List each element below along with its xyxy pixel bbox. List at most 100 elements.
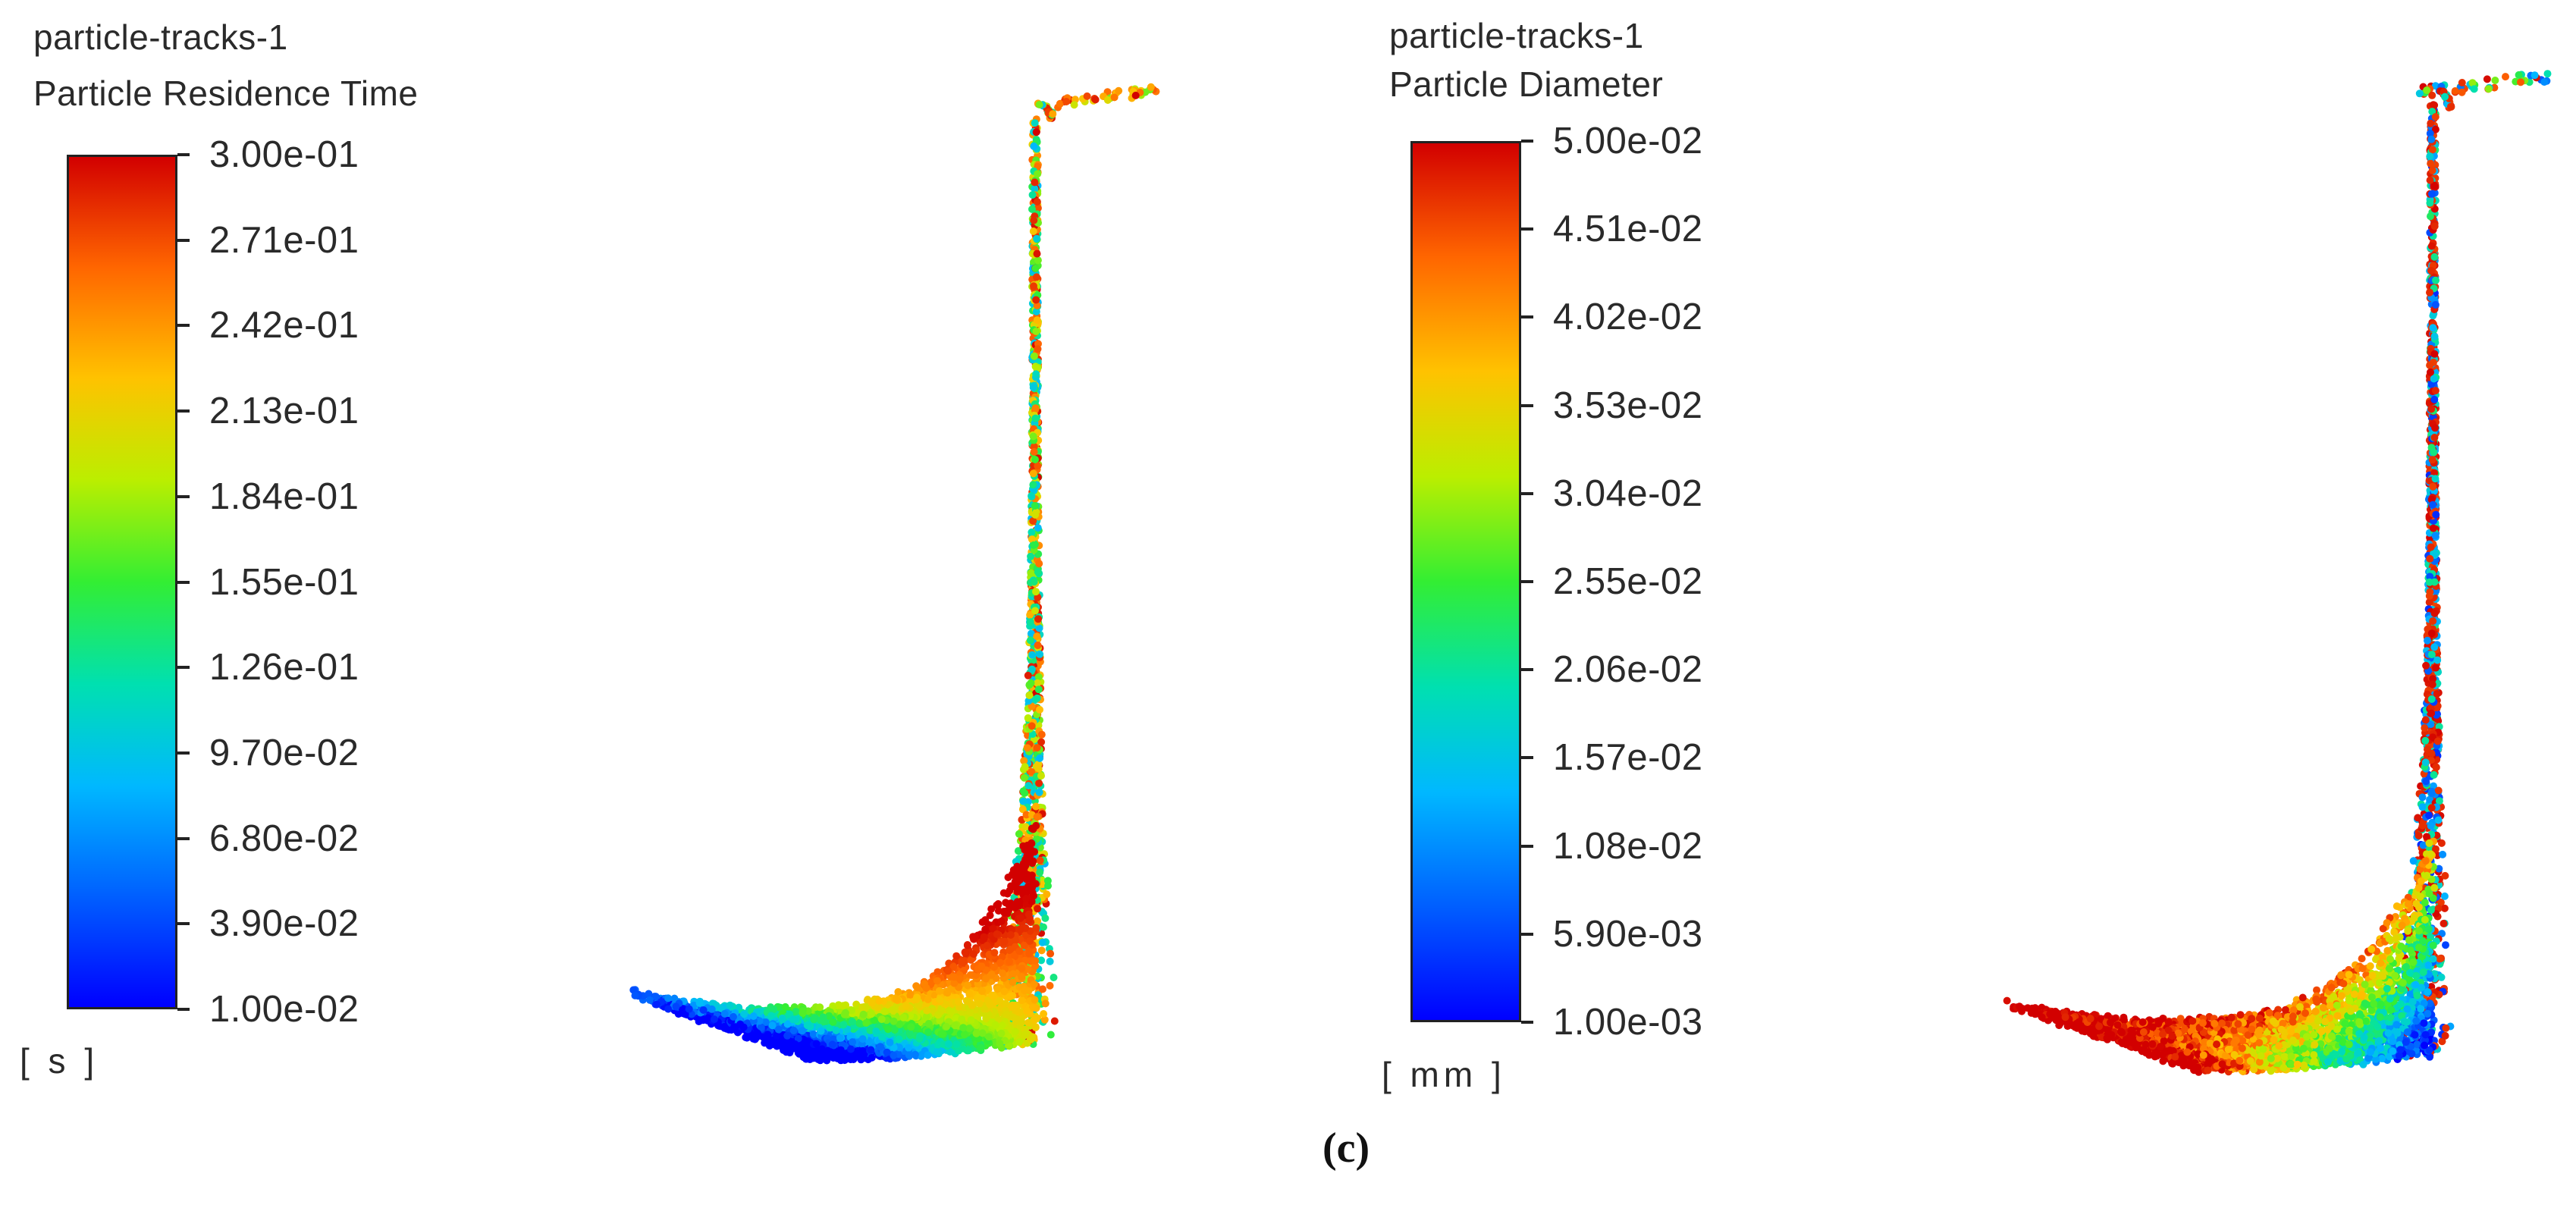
particle-point (2415, 89, 2424, 98)
particle-point (1043, 890, 1051, 899)
particle-point (868, 1010, 875, 1018)
particle-point (1035, 101, 1043, 108)
particle-point (1147, 83, 1155, 91)
particle-point (1027, 552, 1035, 560)
particle-point (646, 996, 654, 1004)
particle-point (905, 1028, 914, 1037)
tick-mark (1521, 756, 1533, 760)
tick-mark (1521, 932, 1533, 936)
particle-point (2458, 88, 2466, 96)
particle-point (985, 1033, 993, 1041)
particle-point (803, 1021, 811, 1030)
particle-point (877, 1015, 886, 1024)
particle-point (905, 1043, 913, 1052)
particle-point (1035, 788, 1043, 796)
particle-point (2515, 71, 2523, 79)
particle-point (749, 1012, 758, 1020)
particle-point (1024, 910, 1033, 918)
particle-point (1038, 938, 1046, 946)
particle-point (993, 930, 1001, 938)
particle-point (1022, 1007, 1031, 1015)
particle-point (1023, 744, 1031, 752)
tick-mark (1521, 580, 1533, 583)
particle-point (1037, 956, 1046, 965)
particle-point (1000, 987, 1009, 996)
particle-point (899, 1013, 908, 1021)
particle-point (1029, 384, 1037, 392)
particle-point (1031, 404, 1040, 413)
particle-point (875, 996, 883, 1005)
particle-point (1030, 541, 1038, 549)
particle-point (978, 987, 987, 995)
particle-point (1000, 937, 1009, 946)
particle-point (1015, 947, 1024, 955)
particle-point (996, 996, 1004, 1005)
particle-point (966, 971, 974, 979)
tick-label: 1.00e-02 (209, 989, 359, 1030)
particle-point (812, 1040, 820, 1048)
particle-point (1015, 902, 1024, 910)
tick-label: 4.51e-02 (1553, 209, 1703, 250)
particle-point (1015, 1008, 1022, 1016)
particle-point (868, 999, 876, 1007)
particle-point (968, 1001, 976, 1009)
particle-point (2531, 71, 2539, 80)
particle-point (890, 1006, 898, 1014)
tick-mark (177, 751, 190, 755)
particle-point (1028, 1004, 1037, 1012)
particle-point (1018, 965, 1026, 972)
particle-point (1020, 864, 1028, 872)
legend-variable: Particle Residence Time (33, 74, 419, 113)
particle-point (1028, 1033, 1037, 1041)
particle-point (987, 905, 996, 913)
particle-point (783, 1020, 792, 1028)
particle-point (1031, 414, 1040, 422)
particle-point (958, 1015, 966, 1024)
particle-point (1131, 91, 1140, 99)
particle-point (959, 1024, 968, 1032)
particle-point (922, 1012, 930, 1021)
tick-label: 2.13e-01 (209, 391, 359, 432)
tick-mark (177, 1008, 190, 1011)
particle-point (862, 1019, 871, 1027)
particle-point (1031, 185, 1039, 193)
particle-point (730, 1023, 738, 1031)
tick-label: 3.00e-01 (209, 134, 359, 175)
particle-point (990, 963, 999, 971)
particle-point (1018, 1018, 1026, 1027)
particle-point (1037, 946, 1046, 955)
particle-point (1021, 789, 1029, 797)
particle-point (1012, 1014, 1020, 1022)
particle-point (1034, 345, 1042, 353)
particle-point (907, 1023, 915, 1031)
particle-point (943, 1022, 950, 1031)
particle-point (1056, 99, 1064, 108)
particle-point (1041, 914, 1050, 922)
particle-point (1011, 883, 1019, 891)
tick-label: 2.71e-01 (209, 219, 359, 261)
particle-point (789, 1015, 797, 1024)
particle-point (949, 962, 958, 971)
particle-point (986, 911, 994, 920)
particle-point (902, 1002, 910, 1010)
particle-point (890, 1017, 898, 1025)
particle-point (799, 1027, 806, 1035)
particle-point (1034, 917, 1041, 925)
particle-point (708, 1005, 716, 1013)
tick-mark (177, 580, 190, 584)
particle-point (1033, 694, 1041, 702)
legend-name: particle-tracks-1 (33, 17, 288, 57)
tick-mark (177, 324, 190, 328)
particle-point (950, 973, 959, 981)
particle-point (1009, 970, 1017, 978)
particle-point (1006, 958, 1014, 966)
tick-mark (1521, 668, 1533, 672)
particle-point (1027, 629, 1035, 638)
particle-point (1033, 273, 1040, 281)
particle-point (1036, 705, 1043, 714)
tick-label: 3.53e-02 (1553, 384, 1703, 426)
particle-point (1034, 462, 1042, 470)
particle-point (764, 1031, 772, 1039)
particle-point (2428, 91, 2436, 99)
particle-point (975, 999, 984, 1008)
